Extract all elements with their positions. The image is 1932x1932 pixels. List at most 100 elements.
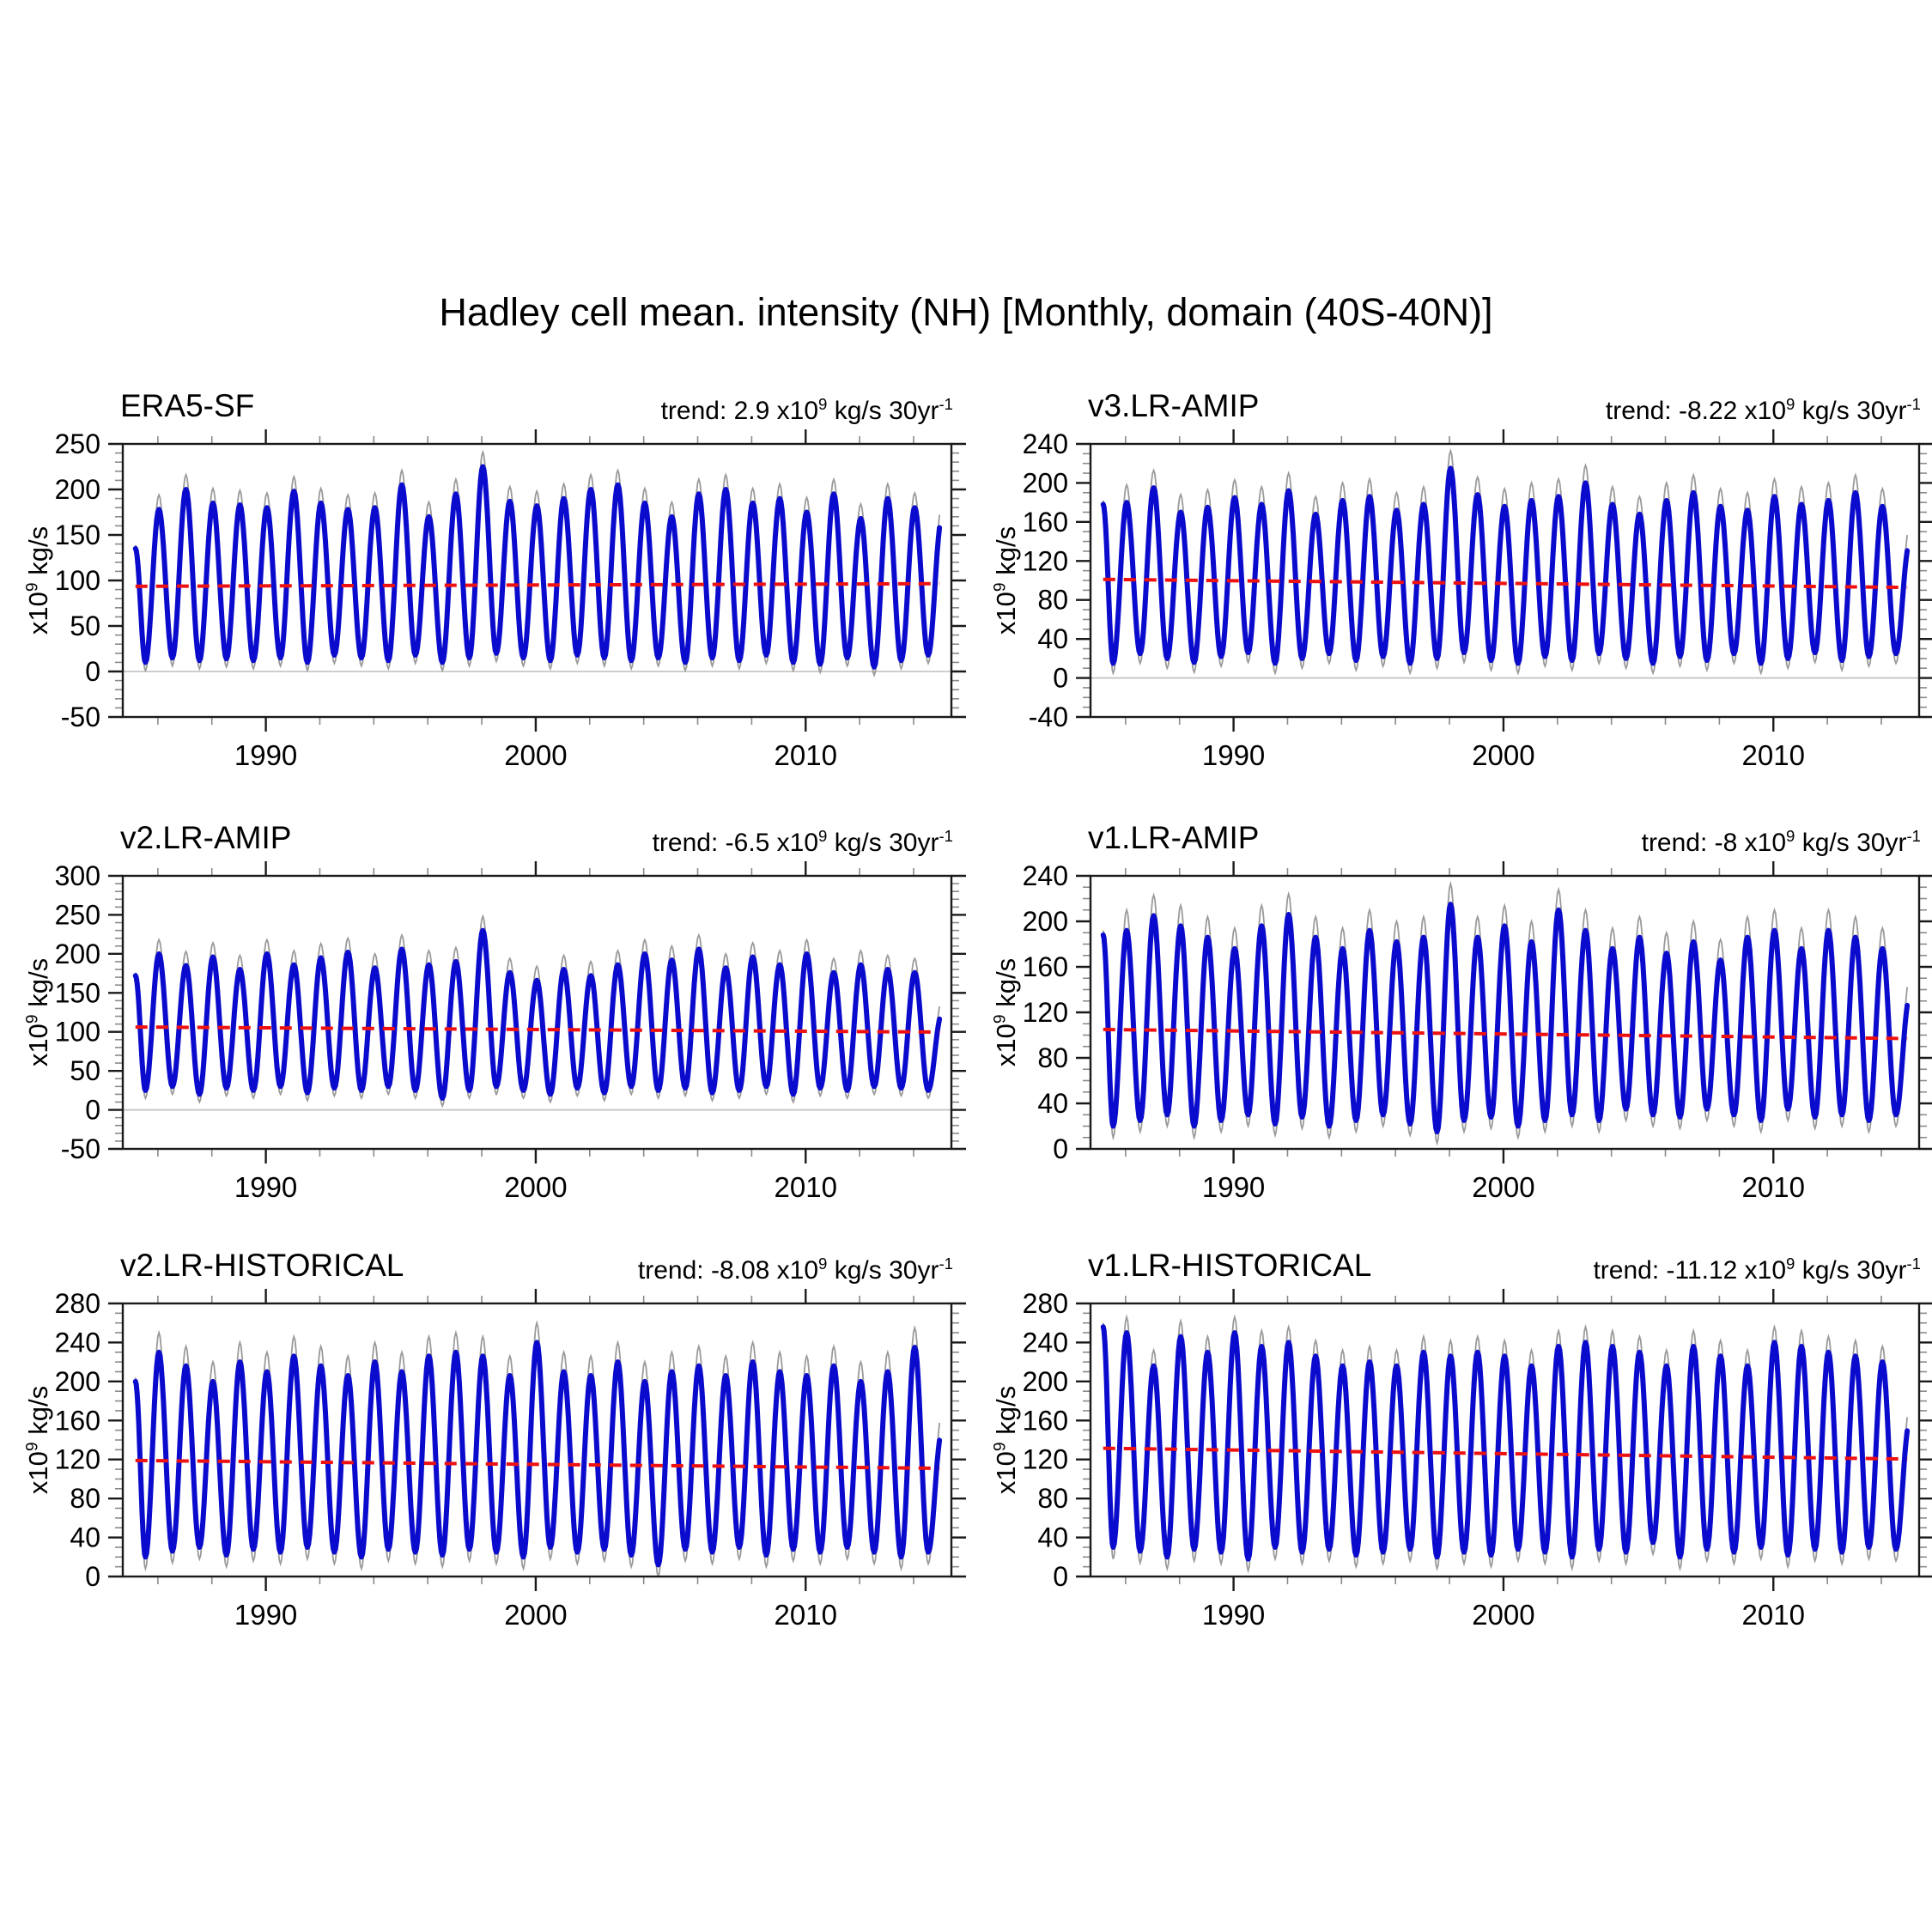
y-tick-label: 80 bbox=[1037, 585, 1068, 616]
y-tick-label: 160 bbox=[1023, 1405, 1068, 1436]
trend-text: trend: -11.12 x10 bbox=[1593, 1256, 1787, 1285]
y-tick-label: 100 bbox=[55, 565, 100, 596]
trend-unit: kg/s 30yr bbox=[1795, 1256, 1907, 1285]
plot-frame bbox=[1089, 1302, 1921, 1578]
panel-title: v2.LR-AMIP bbox=[120, 820, 292, 855]
plot-svg: -50 0 50 100 150 200 250 1990 2000 2010 bbox=[55, 428, 966, 771]
trend-text: trend: -6.5 x10 bbox=[652, 829, 819, 858]
y-tick-label: 40 bbox=[1037, 623, 1068, 654]
y-tick-label: 200 bbox=[55, 474, 100, 505]
trend-exponent: 9 bbox=[1786, 827, 1795, 845]
y-tick-label: 240 bbox=[1023, 1327, 1068, 1358]
y-tick-label: 160 bbox=[55, 1405, 100, 1436]
x-tick-label: 2000 bbox=[1472, 1599, 1534, 1631]
trend-unit: kg/s 30yr bbox=[827, 1256, 939, 1285]
trend-unit-exponent: -1 bbox=[939, 1255, 953, 1273]
y-tick-label: 150 bbox=[55, 519, 100, 550]
panel-title: v2.LR-HISTORICAL bbox=[120, 1248, 404, 1283]
y-tick-label: 280 bbox=[55, 1288, 100, 1319]
x-tick-label: 2010 bbox=[775, 739, 837, 771]
y-tick-label: 120 bbox=[1023, 997, 1068, 1028]
y-tick-label: 240 bbox=[1023, 428, 1068, 459]
panel-v2.lr-amip: v2.LR-AMIP trend: -6.5 x109 kg/s 30yr-1 x1… bbox=[0, 810, 966, 1213]
y-tick-label: -50 bbox=[61, 1133, 100, 1164]
plot-svg: 0 40 80 120 160 200 240 280 1990 2000 2010 bbox=[55, 1288, 966, 1631]
y-tick-label: 100 bbox=[55, 1017, 100, 1048]
trend-dashed-line bbox=[135, 1025, 940, 1034]
trend-annotation: trend: -8.22 x109 kg/s 30yr-1 bbox=[1606, 395, 1921, 426]
trend-unit-exponent: -1 bbox=[1906, 395, 1921, 413]
trend-dashed-line bbox=[1103, 577, 1908, 590]
trend-text: trend: -8.22 x10 bbox=[1605, 397, 1787, 426]
smoothed-series-line bbox=[1100, 902, 1911, 1135]
trend-dashed-line bbox=[1103, 1027, 1908, 1041]
trend-unit-exponent: -1 bbox=[939, 395, 953, 413]
raw-series-line bbox=[1102, 880, 1908, 1146]
x-tick-label: 2000 bbox=[1472, 739, 1534, 771]
plot-svg: 0 40 80 120 160 200 240 280 1990 2000 2010 bbox=[1023, 1288, 1932, 1631]
plot-frame bbox=[1089, 874, 1921, 1151]
raw-series-line bbox=[134, 449, 940, 677]
smoothed-series-line bbox=[132, 927, 943, 1101]
trend-unit-exponent: -1 bbox=[1906, 1255, 1921, 1273]
x-tick-label: 2000 bbox=[504, 1599, 567, 1631]
x-tick-label: 2010 bbox=[1742, 739, 1805, 771]
y-tick-label: -50 bbox=[61, 702, 100, 732]
trend-exponent: 9 bbox=[1786, 1255, 1795, 1273]
smoothed-series-line bbox=[1100, 465, 1911, 666]
raw-series-line bbox=[1102, 1314, 1908, 1574]
trend-annotation: trend: -6.5 x109 kg/s 30yr-1 bbox=[653, 827, 953, 858]
y-tick-label: 240 bbox=[55, 1327, 100, 1358]
y-tick-label: 120 bbox=[55, 1444, 100, 1475]
panel-v2.lr-historical: v2.LR-HISTORICAL trend: -8.08 x109 kg/s 3… bbox=[0, 1237, 966, 1641]
x-tick-label: 1990 bbox=[234, 739, 297, 771]
y-tick-label: 200 bbox=[55, 939, 100, 969]
trend-exponent: 9 bbox=[818, 395, 828, 413]
y-tick-label: 150 bbox=[55, 977, 100, 1008]
panel-title: v1.LR-AMIP bbox=[1088, 820, 1260, 855]
panel-title: v1.LR-HISTORICAL bbox=[1088, 1248, 1372, 1283]
trend-text: trend: -8 x10 bbox=[1641, 829, 1787, 858]
y-tick-label: 0 bbox=[85, 1561, 100, 1592]
x-tick-label: 1990 bbox=[234, 1171, 297, 1203]
plot-svg: 0 40 80 120 160 200 240 1990 2000 2010 bbox=[1023, 860, 1932, 1203]
raw-series-line bbox=[134, 914, 940, 1109]
x-tick-label: 2010 bbox=[775, 1599, 837, 1631]
plot-frame bbox=[1089, 442, 1921, 719]
y-tick-label: 240 bbox=[1023, 860, 1068, 891]
x-tick-label: 2010 bbox=[1742, 1599, 1805, 1631]
raw-series-line bbox=[1102, 447, 1908, 676]
trend-annotation: trend: 2.9 x109 kg/s 30yr-1 bbox=[661, 395, 953, 426]
x-tick-label: 2010 bbox=[775, 1171, 837, 1203]
trend-exponent: 9 bbox=[1786, 395, 1795, 413]
y-tick-label: 0 bbox=[1053, 1561, 1068, 1592]
plot-svg: -50 0 50 100 150 200 250 300 1990 2000 2010 bbox=[55, 860, 966, 1203]
y-tick-label: 250 bbox=[55, 428, 100, 459]
panel-v1.lr-historical: v1.LR-HISTORICAL trend: -11.12 x109 kg/s … bbox=[968, 1237, 1932, 1641]
trend-dashed-line bbox=[135, 1458, 940, 1470]
trend-dashed-line bbox=[135, 581, 940, 588]
smoothed-series-line bbox=[132, 1340, 943, 1568]
x-tick-label: 2000 bbox=[504, 1171, 567, 1203]
x-tick-label: 1990 bbox=[234, 1599, 297, 1631]
x-tick-label: 2000 bbox=[504, 739, 567, 771]
y-tick-label: 40 bbox=[70, 1522, 100, 1553]
panel-v1.lr-amip: v1.LR-AMIP trend: -8 x109 kg/s 30yr-1 x109… bbox=[968, 810, 1932, 1213]
trend-annotation: trend: -11.12 x109 kg/s 30yr-1 bbox=[1593, 1255, 1921, 1285]
smoothed-series-line bbox=[1100, 1324, 1911, 1562]
y-tick-label: 200 bbox=[1023, 906, 1068, 937]
y-tick-label: 40 bbox=[1037, 1522, 1068, 1553]
y-tick-label: 80 bbox=[1037, 1483, 1068, 1514]
trend-exponent: 9 bbox=[818, 1255, 828, 1273]
x-tick-label: 1990 bbox=[1202, 739, 1265, 771]
y-tick-label: 160 bbox=[1023, 951, 1068, 982]
y-tick-label: 120 bbox=[1023, 545, 1068, 576]
trend-unit-exponent: -1 bbox=[1906, 827, 1921, 845]
trend-text: trend: -8.08 x10 bbox=[637, 1256, 819, 1285]
y-tick-label: 0 bbox=[1053, 663, 1068, 694]
y-tick-label: 120 bbox=[1023, 1444, 1068, 1475]
y-tick-label: 160 bbox=[1023, 507, 1068, 538]
trend-annotation: trend: -8 x109 kg/s 30yr-1 bbox=[1642, 827, 1921, 858]
y-tick-label: 280 bbox=[1023, 1288, 1068, 1319]
